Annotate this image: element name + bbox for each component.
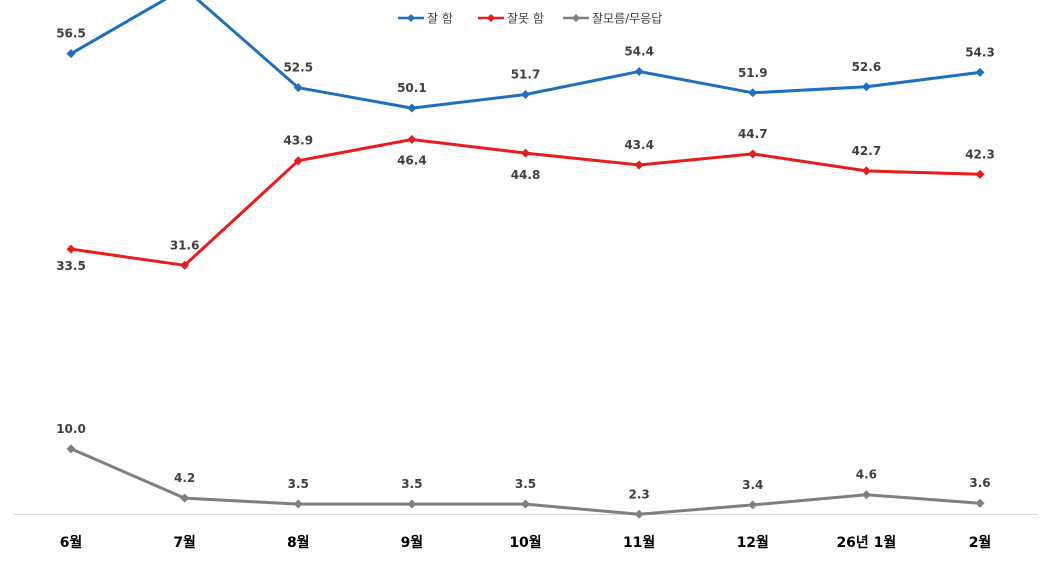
- data-label: 3.5: [288, 477, 309, 491]
- x-tick-labels: 6월 7월 8월 9월 10월 11월 12월 26년 1월 2월: [60, 534, 992, 551]
- data-point: [748, 149, 758, 159]
- data-label: 51.7: [511, 67, 541, 81]
- series-line: [70, 138, 981, 267]
- data-point: [66, 244, 76, 254]
- data-point: [66, 444, 76, 454]
- data-label: 52.5: [283, 61, 313, 75]
- x-tick-label: 26년 1월: [836, 534, 896, 551]
- data-point: [66, 49, 76, 59]
- data-point: [180, 260, 190, 270]
- data-label: 51.9: [738, 66, 768, 80]
- data-point: [293, 156, 303, 166]
- x-tick-label: 2월: [969, 534, 992, 551]
- data-label: 42.7: [852, 144, 882, 158]
- data-point: [521, 499, 530, 509]
- legend-marker: [487, 14, 495, 22]
- data-point: [748, 88, 758, 98]
- legend-label: 잘못 함: [507, 12, 544, 26]
- x-tick-label: 9월: [401, 534, 424, 551]
- data-point: [975, 498, 985, 508]
- data-label: 3.5: [401, 477, 422, 491]
- data-point: [975, 169, 985, 179]
- data-label: 10.0: [56, 422, 86, 436]
- data-label: 46.4: [397, 153, 427, 167]
- data-point: [861, 166, 871, 176]
- legend: 잘 함 잘못 함 잘모름/무응답: [398, 12, 662, 26]
- data-label: 56.5: [56, 27, 86, 41]
- data-label: 42.3: [965, 147, 995, 161]
- data-label: 31.6: [170, 238, 200, 252]
- data-point: [293, 83, 303, 93]
- x-tick-label: 6월: [60, 534, 83, 551]
- data-label: 43.9: [283, 134, 313, 148]
- series-2: [66, 134, 985, 270]
- data-point: [975, 67, 985, 77]
- data-label: 4.2: [174, 471, 195, 485]
- legend-item-2: 잘못 함: [478, 12, 544, 26]
- x-tick-label: 7월: [173, 534, 196, 551]
- legend-marker: [572, 14, 580, 22]
- data-point: [521, 148, 530, 158]
- data-labels: 56.564.252.550.151.754.451.952.654.333.5…: [56, 27, 995, 502]
- data-label: 44.8: [511, 168, 541, 182]
- legend-item-1: 잘 함: [398, 12, 453, 26]
- x-tick-label: 8월: [287, 534, 310, 551]
- data-label: 4.6: [856, 468, 877, 482]
- data-label: 43.4: [624, 138, 654, 152]
- data-label: 3.5: [515, 477, 536, 491]
- data-point: [407, 134, 417, 144]
- data-label: 2.3: [628, 487, 649, 501]
- x-tick-label: 11월: [623, 534, 655, 551]
- legend-item-3: 잘모름/무응답: [563, 12, 662, 26]
- data-label: 3.4: [742, 478, 763, 492]
- data-label: 54.3: [965, 45, 995, 59]
- data-point: [407, 499, 417, 509]
- legend-marker: [407, 14, 415, 22]
- series-3: [66, 444, 985, 519]
- series-1: [66, 0, 985, 113]
- data-label: 50.1: [397, 81, 427, 95]
- data-point: [521, 89, 530, 99]
- x-tick-label: 10월: [509, 534, 541, 551]
- data-point: [180, 493, 190, 503]
- data-point: [861, 490, 871, 500]
- legend-label: 잘모름/무응답: [592, 12, 662, 26]
- data-point: [748, 500, 758, 510]
- legend-label: 잘 함: [427, 12, 453, 26]
- data-point: [634, 160, 644, 170]
- data-label: 44.7: [738, 127, 768, 141]
- data-label: 3.6: [969, 476, 990, 490]
- data-label: 33.5: [56, 259, 86, 273]
- x-tick-label: 12월: [737, 534, 769, 551]
- data-point: [861, 82, 871, 92]
- data-label: 54.4: [624, 45, 654, 59]
- data-label: 52.6: [852, 60, 882, 74]
- series-layer: [66, 0, 985, 519]
- data-point: [634, 67, 644, 77]
- data-point: [634, 509, 644, 519]
- data-point: [407, 103, 417, 113]
- data-point: [293, 499, 303, 509]
